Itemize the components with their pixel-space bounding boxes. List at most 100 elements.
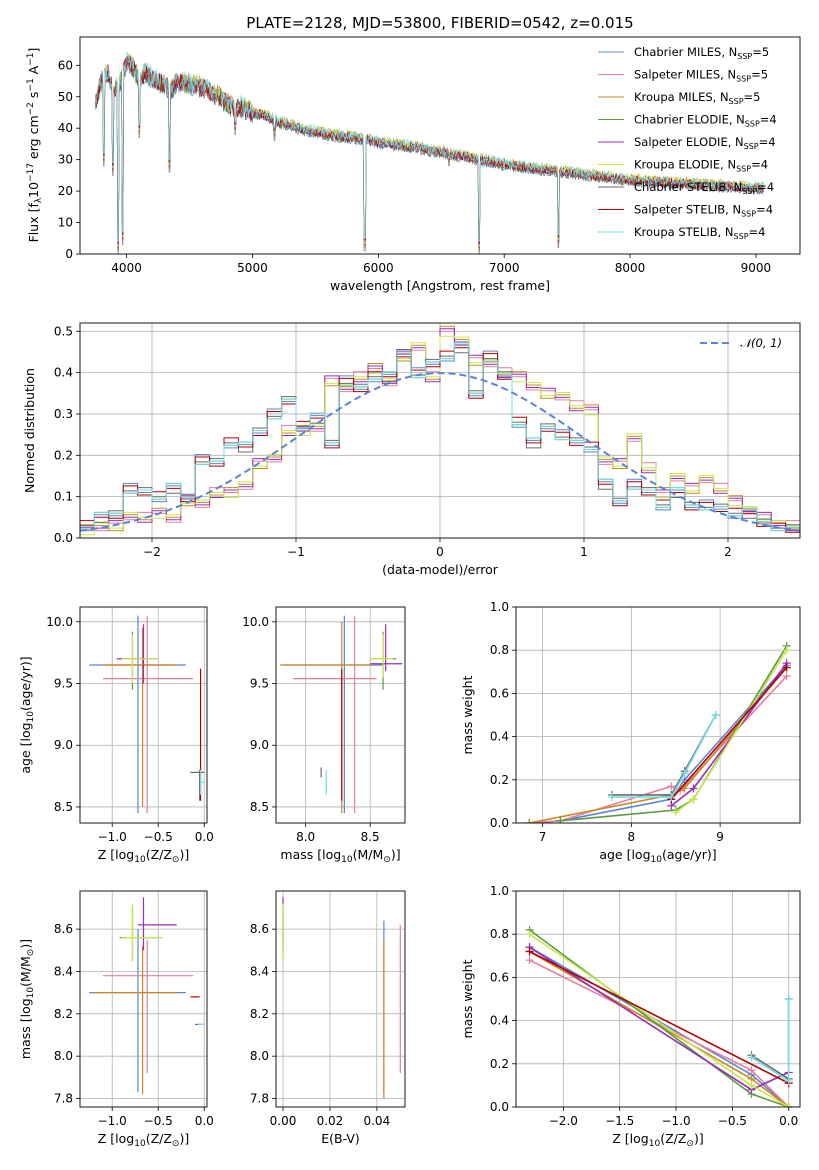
y-tick-label: 9.5: [54, 677, 73, 691]
y-tick-label: 0.6: [490, 970, 509, 984]
y-tick-label: 8.5: [250, 800, 269, 814]
plot-area: [94, 51, 764, 254]
panel-residual-histogram: −2 −1 0 1 2 0.0 0.1 0.2 0.3 0.4 0.5 (data-model)/er…: [22, 322, 801, 577]
y-tick-label: 9.0: [250, 738, 269, 752]
x-tick-label: 0: [436, 545, 444, 559]
x-axis-label: mass [log10(M/M⊙)]: [280, 847, 400, 865]
x-tick-label: 7000: [489, 261, 520, 275]
y-tick-label: 8.0: [250, 1049, 269, 1063]
gaussian-curve: [80, 372, 800, 532]
series-marker: [784, 1077, 793, 1086]
series-marker: [782, 672, 791, 681]
plot-area: [282, 897, 401, 1099]
x-tick-label: −1: [287, 545, 305, 559]
spectrum-line: [94, 51, 764, 242]
x-axis-label: age [log10(age/yr)]: [599, 847, 716, 865]
axes-frame: [79, 606, 208, 824]
series-marker: [782, 646, 791, 655]
x-tick-label: 6000: [363, 261, 394, 275]
y-tick-label: 0: [65, 247, 73, 261]
axes-frame: [79, 890, 208, 1108]
x-tick-label: 0.0: [779, 1114, 798, 1128]
y-tick-label: 8.2: [250, 1007, 269, 1021]
y-tick-label: 0.0: [490, 816, 509, 830]
legend-entry: 𝒩(0, 1): [740, 336, 782, 350]
series-marker: [747, 1081, 756, 1090]
panel-Z-vs-mass: −1.0 −0.5 0.0 7.8 8.0 8.2 8.4 8.6 Z [log10(Z/Z⊙)…: [18, 890, 214, 1149]
x-tick-label: −2: [143, 545, 161, 559]
y-tick-label: 0.4: [490, 730, 509, 744]
series-marker: [525, 947, 534, 956]
y-tick-label: 0.0: [54, 531, 73, 545]
panel-mass-vs-age: 8.0 8.5 8.5 9.0 9.5 10.0 mass [log10(M/M⊙)]: [242, 606, 406, 865]
y-tick-label: 10.0: [46, 615, 73, 629]
x-tick-label: −0.5: [718, 1114, 747, 1128]
x-axis-label: E(B-V): [321, 1131, 360, 1146]
x-tick-label: 0.0: [195, 830, 214, 844]
y-tick-label: 10: [58, 216, 73, 230]
series-line: [529, 675, 788, 823]
series-marker: [525, 930, 534, 939]
y-tick-label: 8.4: [250, 964, 269, 978]
x-axis-label: (data-model)/error: [382, 562, 499, 577]
y-tick-label: 8.4: [54, 964, 73, 978]
y-axis-label: mass weight: [460, 675, 475, 754]
y-tick-label: 0.3: [54, 407, 73, 421]
y-tick-label: 1.0: [490, 600, 509, 614]
axes-frame: [515, 890, 801, 1108]
x-tick-label: 4000: [111, 261, 142, 275]
y-tick-label: 8.6: [54, 922, 73, 936]
legend-entry: Chabrier STELIB, NSSP=4: [634, 180, 774, 196]
legend-entry: Salpeter MILES, NSSP=5: [634, 68, 768, 84]
y-tick-label: 20: [58, 184, 73, 198]
y-tick-label: 50: [58, 90, 73, 104]
series-marker: [747, 1053, 756, 1062]
y-tick-label: 0.8: [490, 927, 509, 941]
y-tick-label: 0.2: [54, 448, 73, 462]
axes-frame: [515, 606, 801, 824]
series-marker: [667, 793, 676, 802]
series-line: [611, 714, 717, 798]
series-marker: [711, 711, 720, 719]
series-marker: [784, 995, 793, 1003]
y-axis-label: age [log10(age/yr)]: [18, 656, 36, 773]
plot-area: [80, 325, 800, 536]
figure-title: PLATE=2128, MJD=53800, FIBERID=0542, z=0…: [246, 14, 633, 32]
y-tick-label: 30: [58, 153, 73, 167]
y-axis-label: mass [log10(M/M⊙)]: [18, 939, 36, 1059]
series-line: [529, 664, 788, 823]
y-tick-label: 10.0: [242, 615, 269, 629]
x-tick-label: 0.0: [195, 1114, 214, 1128]
y-tick-label: 0.2: [490, 773, 509, 787]
x-tick-label: 5000: [237, 261, 268, 275]
y-tick-label: 0.4: [490, 1014, 509, 1028]
series-marker: [784, 1103, 793, 1107]
x-tick-label: −1.0: [98, 1114, 127, 1128]
x-tick-label: −2.0: [549, 1114, 578, 1128]
x-axis-label: Z [log10(Z/Z⊙)]: [612, 1131, 703, 1149]
series-line: [529, 946, 790, 1091]
y-tick-label: 8.5: [54, 800, 73, 814]
y-tick-label: 40: [58, 121, 73, 135]
legend-entry: Kroupa MILES, NSSP=5: [634, 90, 760, 106]
y-tick-label: 7.8: [250, 1092, 269, 1106]
x-tick-label: −1.5: [605, 1114, 634, 1128]
y-tick-label: 9.0: [54, 738, 73, 752]
y-tick-label: 0.8: [490, 643, 509, 657]
x-axis-label: Z [log10(Z/Z⊙)]: [98, 847, 189, 865]
series-marker: [556, 816, 565, 823]
panel-EBV-vs-mass: 0.00 0.02 0.04 7.8 8.0 8.2 8.4 8.6 E(B-V): [250, 890, 406, 1146]
legend-entry: Kroupa ELODIE, NSSP=4: [634, 158, 768, 174]
panel-age-vs-massweight: 7 8 9 0.0 0.2 0.4 0.6 0.8 1.0 age [log10(age/yr)]…: [460, 600, 801, 865]
series-line: [529, 929, 789, 1107]
y-tick-label: 0.6: [490, 686, 509, 700]
x-tick-label: −1.0: [661, 1114, 690, 1128]
x-tick-label: −1.0: [98, 830, 127, 844]
series-marker: [689, 795, 698, 804]
series-marker: [525, 819, 534, 823]
y-tick-label: 8.6: [250, 922, 269, 936]
y-tick-label: 60: [58, 58, 73, 72]
panel-Z-vs-age: −1.0 −0.5 0.0 8.5 9.0 9.5 10.0 Z [log10(Z/Z⊙)] a…: [18, 606, 214, 865]
series-line: [560, 645, 788, 822]
